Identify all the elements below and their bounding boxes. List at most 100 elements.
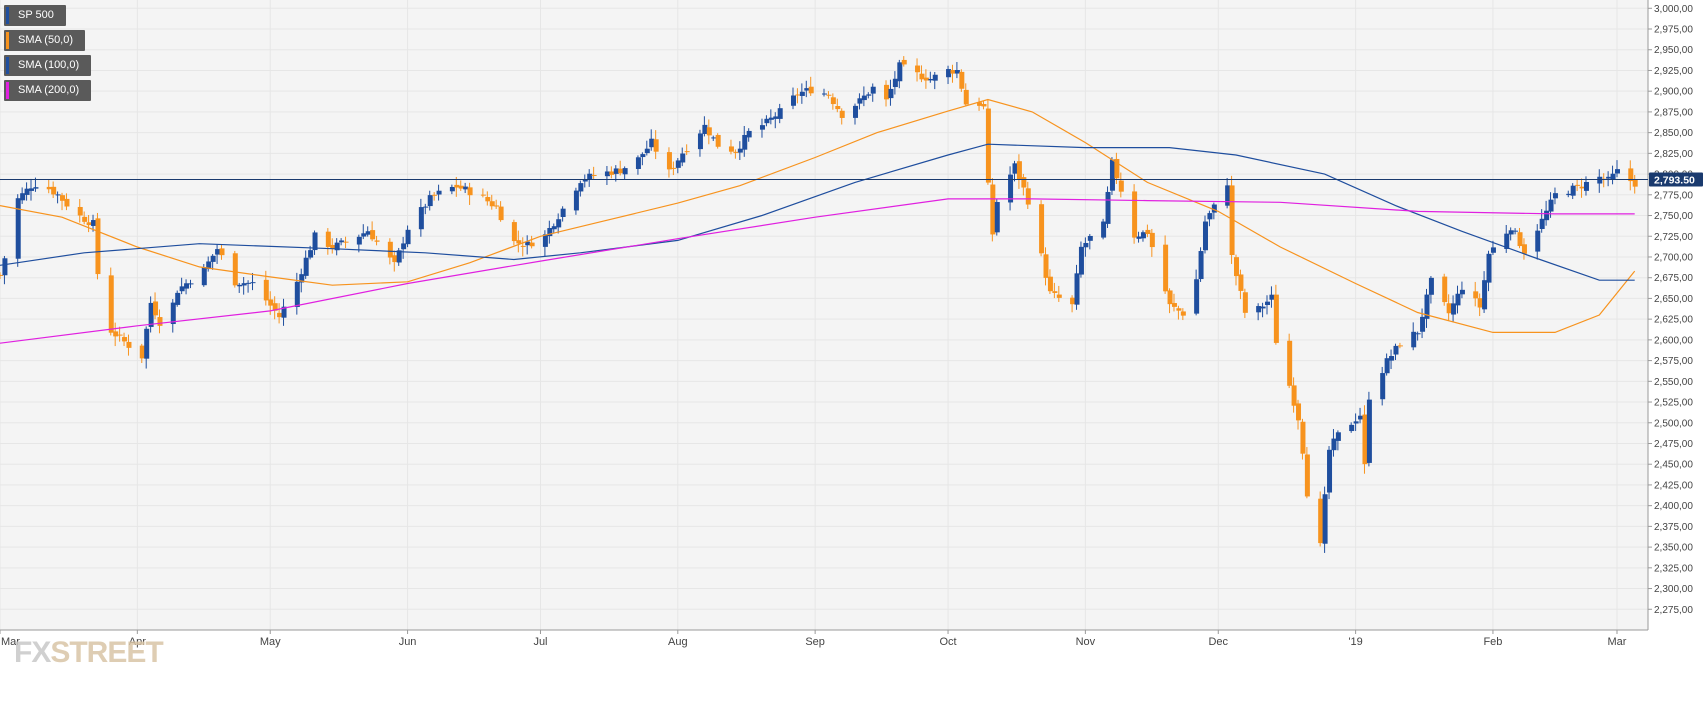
candle-body — [1207, 213, 1213, 220]
candle-down — [1473, 281, 1479, 307]
candle-body — [1544, 210, 1550, 221]
candle-up — [1482, 271, 1488, 313]
candle-body — [175, 292, 181, 305]
candle-body — [1490, 247, 1496, 253]
candle-body — [489, 201, 495, 207]
candle-down — [1579, 178, 1585, 198]
candle-body — [1393, 345, 1399, 355]
candle-body — [1614, 169, 1620, 174]
candle-up — [1140, 230, 1146, 242]
candle-body — [1078, 246, 1084, 275]
candle-down — [370, 221, 376, 242]
candle-up — [1256, 303, 1262, 321]
candle-body — [1269, 294, 1275, 300]
candle-up — [768, 109, 774, 125]
candle-down — [86, 214, 92, 233]
candle-up — [312, 230, 318, 255]
candle-body — [0, 274, 3, 276]
candle-body — [356, 236, 362, 245]
legend-label-sp500: SP 500 — [18, 9, 54, 21]
candle-down — [981, 100, 987, 110]
candle-up — [215, 244, 221, 264]
candle-body — [578, 183, 584, 192]
candle-body — [1579, 186, 1585, 189]
candle-body — [153, 301, 159, 316]
candle-body — [436, 190, 442, 195]
candle-body — [853, 105, 859, 118]
candle-up — [560, 206, 566, 222]
candle-body — [1459, 289, 1465, 295]
series-line-sma-50-0 — [0, 98, 1636, 333]
candle-body — [759, 125, 765, 130]
candle-down — [1118, 172, 1124, 198]
candle-down — [671, 161, 677, 176]
candle-body — [498, 206, 504, 221]
candle-body — [511, 222, 517, 242]
candle-body — [1256, 306, 1262, 313]
candle-down — [126, 334, 132, 356]
candle-up — [405, 225, 411, 248]
y-tick-label: 2,900,00 — [1654, 87, 1693, 98]
candle-body — [281, 306, 287, 318]
candle-down — [325, 228, 331, 255]
candle-down — [494, 199, 500, 209]
candle-body — [666, 152, 672, 170]
legend-sma-200[interactable]: SMA (200,0) — [4, 80, 92, 101]
candle-body — [449, 186, 455, 192]
candle-up — [427, 190, 433, 211]
candle-body — [1331, 438, 1337, 451]
candle-body — [551, 226, 557, 230]
legend-sma-100[interactable]: SMA (100,0) — [4, 55, 92, 76]
candle-down — [272, 296, 278, 320]
candle-down — [520, 237, 526, 257]
candle-up — [33, 177, 39, 192]
candle-down — [1477, 293, 1483, 317]
candle-down — [1039, 200, 1045, 257]
candle-up — [1606, 171, 1612, 187]
candle-up — [423, 203, 429, 215]
candle-body — [702, 124, 708, 134]
candle-up — [463, 182, 469, 194]
candle-body — [179, 286, 185, 292]
candle-body — [822, 93, 827, 95]
candle-body — [1304, 454, 1310, 497]
candle-body — [170, 302, 176, 325]
candle-body — [1486, 253, 1492, 283]
candle-down — [95, 212, 101, 280]
candle-body — [870, 86, 876, 94]
candle-body — [1318, 498, 1324, 544]
legend-swatch-sma-50 — [6, 32, 9, 49]
x-tick-label-dec: Dec — [1208, 636, 1228, 648]
legend-swatch-sp500 — [6, 7, 9, 24]
legend-sma-50[interactable]: SMA (50,0) — [4, 30, 86, 51]
legend-sp500[interactable]: SP 500 — [4, 5, 66, 26]
candle-body — [1353, 421, 1359, 424]
candle-up — [1455, 285, 1461, 314]
candle-body — [1335, 432, 1341, 441]
x-tick-label-may: May — [260, 636, 281, 648]
candle-body — [1451, 303, 1457, 315]
candle-body — [1358, 415, 1364, 420]
candle-down — [392, 250, 398, 272]
y-tick-label: 2,550,00 — [1654, 377, 1693, 388]
candle-body — [728, 146, 734, 152]
candle-body — [857, 98, 863, 104]
candle-body — [915, 65, 921, 73]
candle-body — [1176, 308, 1182, 311]
candle-body — [312, 232, 318, 251]
candle-down — [1291, 377, 1297, 413]
candle-body — [1238, 274, 1244, 291]
candle-body — [494, 205, 500, 207]
y-tick-label: 2,975,00 — [1654, 25, 1693, 36]
candle-body — [1291, 385, 1297, 406]
candle-down — [516, 230, 522, 253]
candle-body — [684, 151, 690, 153]
candle-body — [392, 255, 398, 263]
candle-down — [122, 332, 128, 347]
x-tick-label-mar: Mar — [1, 636, 20, 648]
candle-body — [2, 258, 8, 276]
candle-body — [928, 78, 934, 81]
candle-body — [932, 74, 938, 81]
